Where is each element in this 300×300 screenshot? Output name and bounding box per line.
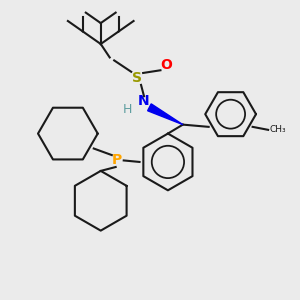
Text: H: H	[123, 103, 132, 116]
Text: CH₃: CH₃	[269, 125, 286, 134]
Text: S: S	[132, 71, 142, 85]
Text: O: O	[160, 58, 172, 72]
Text: N: N	[138, 94, 150, 108]
Text: P: P	[112, 154, 122, 167]
Polygon shape	[148, 104, 183, 124]
